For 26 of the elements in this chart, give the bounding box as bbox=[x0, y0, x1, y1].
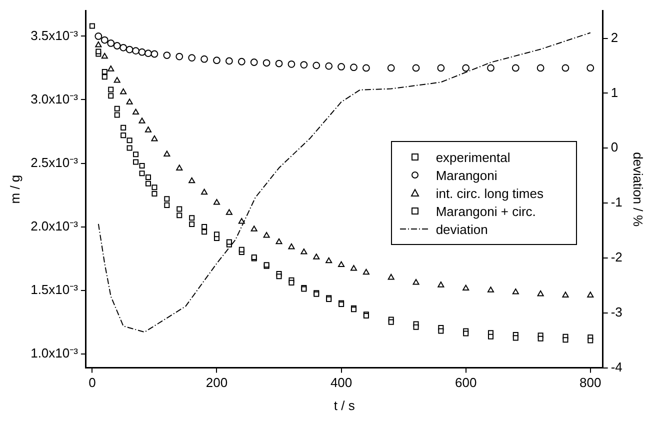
y2-tick-label: -3 bbox=[610, 304, 622, 320]
legend-label: deviation bbox=[436, 222, 488, 237]
y2-axis-title: deviation / % bbox=[630, 152, 646, 227]
y-tick-label: 2.5x10⁻³ bbox=[30, 154, 79, 170]
x-tick-label: 600 bbox=[454, 375, 477, 390]
legend-label: experimental bbox=[436, 150, 510, 165]
x-tick-label: 200 bbox=[206, 375, 228, 390]
y-tick-label: 1.5x10⁻³ bbox=[30, 282, 79, 297]
x-tick-label: 0 bbox=[88, 375, 96, 390]
legend-label: Marangoni + circ. bbox=[436, 204, 536, 219]
y2-tick-label: -4 bbox=[610, 359, 622, 374]
y-tick-label: 2.0x10⁻³ bbox=[30, 218, 79, 234]
y-tick-label: 3.0x10⁻³ bbox=[30, 91, 79, 106]
y2-tick-label: -2 bbox=[610, 250, 622, 265]
x-tick-label: 400 bbox=[330, 375, 352, 390]
legend-label: int. circ. long times bbox=[436, 186, 544, 201]
y-tick-label: 3.5x10⁻³ bbox=[30, 28, 79, 43]
legend-label: Marangoni bbox=[436, 168, 498, 183]
y-tick-label: 1.0x10⁻³ bbox=[30, 345, 79, 360]
y2-tick-label: 2 bbox=[610, 30, 618, 45]
x-axis-title: t / s bbox=[334, 398, 356, 413]
y2-tick-label: 0 bbox=[610, 140, 618, 155]
y2-tick-label: -1 bbox=[610, 194, 622, 210]
y2-tick-label: 1 bbox=[610, 84, 618, 100]
y-axis-title: m / g bbox=[7, 174, 22, 204]
x-tick-label: 800 bbox=[580, 375, 602, 390]
